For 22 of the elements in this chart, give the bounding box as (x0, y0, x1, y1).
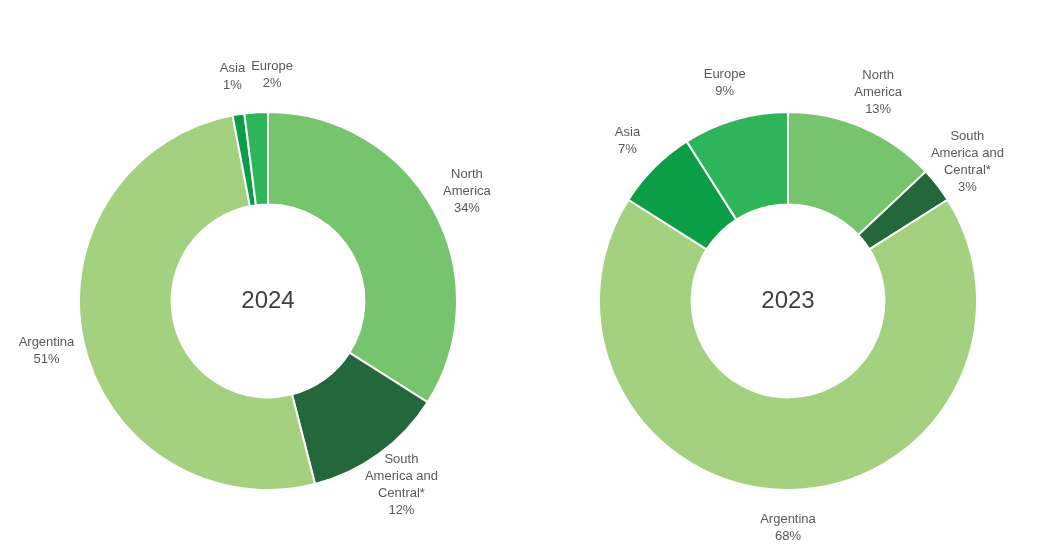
slice-label: Asia (219, 59, 246, 75)
slice-label: North America (443, 166, 492, 199)
slice-label: North America (854, 67, 903, 100)
data-label: 34% (453, 200, 481, 216)
slice-label: Europe (703, 66, 746, 82)
data-label: 9% (715, 83, 735, 99)
slice-label: Europe (251, 57, 294, 73)
text: 2023 (761, 285, 815, 313)
data-label: 7% (618, 140, 638, 156)
data-label: 2% (262, 74, 282, 90)
data-label: 51% (33, 350, 60, 366)
data-label: 68% (774, 528, 802, 544)
data-label: 12% (388, 501, 415, 517)
data-label: 13% (865, 101, 892, 117)
slice-label: Asia (614, 123, 641, 139)
data-label: 3% (957, 178, 978, 194)
text: 2024 (241, 285, 295, 313)
data-label: 1% (223, 76, 243, 92)
slice-label: South America and Central* (364, 450, 438, 500)
slice-label: Argentina (760, 511, 817, 527)
slice-label: South America and Central* (930, 127, 1004, 177)
slice-label: Argentina (18, 333, 76, 349)
